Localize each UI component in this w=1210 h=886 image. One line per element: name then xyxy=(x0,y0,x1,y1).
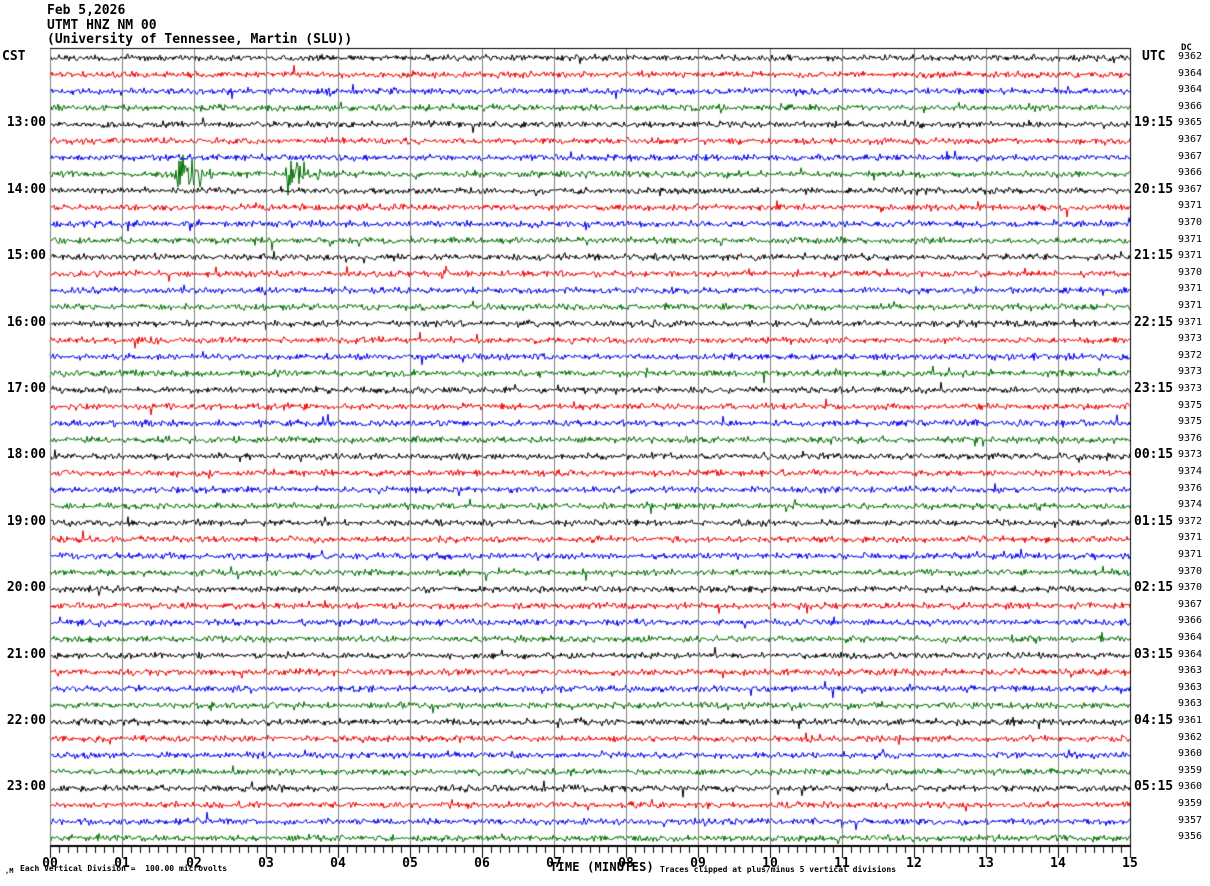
dc-value: 9373 xyxy=(1178,449,1203,461)
dc-value: 9367 xyxy=(1178,183,1203,195)
cst-time-label: 17:00 xyxy=(6,381,46,396)
x-axis-tick-label: 00 xyxy=(42,856,58,871)
dc-value: 9371 xyxy=(1178,233,1203,245)
cst-time-label: 16:00 xyxy=(6,314,46,330)
vertical-scale-note: Each Vertical Division = 100.00 microvol… xyxy=(20,864,228,873)
clip-note: Traces clipped at plus/minus 5 vertical … xyxy=(660,865,897,874)
dc-value: 9371 xyxy=(1178,300,1203,311)
x-axis-tick-label: 13 xyxy=(978,856,994,871)
dc-value: 9370 xyxy=(1178,217,1203,228)
dc-value: 9357 xyxy=(1178,814,1203,826)
dc-value: 9373 xyxy=(1178,366,1203,378)
x-axis-tick-label: 15 xyxy=(1122,856,1138,871)
page-title-date: Feb 5,2026 xyxy=(47,3,126,18)
x-axis-tick-label: 09 xyxy=(690,856,706,871)
x-axis-tick-label: 01 xyxy=(114,856,130,871)
dc-value: 9371 xyxy=(1178,283,1203,295)
dc-value: 9364 xyxy=(1178,67,1203,79)
dc-value: 9360 xyxy=(1178,748,1203,760)
dc-value: 9364 xyxy=(1178,648,1203,660)
utc-time-label: 02:15 xyxy=(1134,580,1174,596)
page-title-affiliation: (University of Tennessee, Martin (SLU)) xyxy=(47,32,353,47)
dc-value: 9367 xyxy=(1178,150,1203,162)
dc-value: 9364 xyxy=(1178,632,1203,643)
dc-value: 9356 xyxy=(1178,831,1203,843)
x-axis-title: TIME (MINUTES) xyxy=(550,860,654,874)
corner-mark: ,M xyxy=(5,867,14,875)
dc-value: 9370 xyxy=(1178,565,1203,577)
utc-time-label: 05:15 xyxy=(1134,779,1174,795)
dc-value: 9376 xyxy=(1178,432,1203,444)
utc-time-label: 23:15 xyxy=(1134,381,1174,396)
cst-time-label: 18:00 xyxy=(6,447,46,463)
utc-timezone-label: UTC xyxy=(1142,49,1166,64)
utc-time-label: 01:15 xyxy=(1134,513,1174,529)
dc-value: 9366 xyxy=(1178,167,1203,179)
dc-value: 9371 xyxy=(1178,532,1203,544)
dc-column-label: DC xyxy=(1181,43,1192,53)
dc-value: 9363 xyxy=(1178,681,1203,693)
cst-time-label: 22:00 xyxy=(6,713,46,728)
utc-time-label: 21:15 xyxy=(1134,248,1174,264)
dc-value: 9359 xyxy=(1178,798,1203,809)
cst-time-label: 21:00 xyxy=(6,646,46,662)
dc-value: 9367 xyxy=(1178,598,1203,610)
cst-timezone-label: CST xyxy=(2,49,26,64)
dc-value: 9366 xyxy=(1178,615,1203,627)
dc-value: 9373 xyxy=(1178,333,1203,345)
cst-time-label: 19:00 xyxy=(6,513,46,529)
dc-value: 9362 xyxy=(1178,731,1203,743)
utc-time-label: 22:15 xyxy=(1134,314,1174,330)
utc-time-label: 04:15 xyxy=(1134,713,1174,728)
dc-value: 9370 xyxy=(1178,266,1203,278)
dc-value: 9367 xyxy=(1178,134,1203,145)
dc-value: 9366 xyxy=(1178,100,1203,112)
x-axis-tick-label: 03 xyxy=(258,856,274,871)
dc-value: 9371 xyxy=(1178,549,1203,560)
dc-value: 9370 xyxy=(1178,582,1203,594)
x-axis-tick-label: 07 xyxy=(546,856,562,871)
x-axis-tick-label: 12 xyxy=(906,856,922,871)
dc-value: 9360 xyxy=(1178,781,1203,793)
dc-value: 9373 xyxy=(1178,383,1203,394)
x-axis-tick-label: 06 xyxy=(474,856,490,871)
dc-value: 9362 xyxy=(1178,51,1203,62)
x-axis-tick-label: 02 xyxy=(186,856,202,871)
x-axis-tick-label: 14 xyxy=(1050,856,1066,871)
dc-value: 9364 xyxy=(1178,84,1203,96)
x-axis-tick-label: 04 xyxy=(330,856,346,871)
dc-value: 9359 xyxy=(1178,764,1203,776)
dc-value: 9374 xyxy=(1178,499,1203,511)
utc-time-label: 00:15 xyxy=(1134,447,1174,463)
dc-value: 9375 xyxy=(1178,416,1203,428)
cst-time-label: 20:00 xyxy=(6,580,46,596)
x-axis-tick-label: 05 xyxy=(402,856,418,871)
dc-value: 9371 xyxy=(1178,200,1203,212)
dc-value: 9371 xyxy=(1178,250,1203,262)
dc-value: 9376 xyxy=(1178,482,1203,494)
dc-value: 9361 xyxy=(1178,715,1203,726)
dc-value: 9363 xyxy=(1178,665,1203,677)
cst-time-label: 15:00 xyxy=(6,248,46,264)
utc-time-label: 03:15 xyxy=(1134,646,1174,662)
dc-value: 9371 xyxy=(1178,316,1203,328)
cst-time-label: 14:00 xyxy=(6,181,46,197)
x-axis-tick-label: 10 xyxy=(762,856,778,871)
dc-value: 9374 xyxy=(1178,466,1203,477)
dc-value: 9372 xyxy=(1178,349,1203,361)
dc-value: 9375 xyxy=(1178,399,1203,411)
cst-time-label: 13:00 xyxy=(6,115,46,131)
page-title-station: UTMT HNZ NM 00 xyxy=(47,18,157,33)
x-axis-tick-label: 11 xyxy=(834,856,850,871)
cst-time-label: 23:00 xyxy=(6,779,46,795)
dc-value: 9372 xyxy=(1178,515,1203,527)
dc-value: 9365 xyxy=(1178,117,1203,129)
utc-time-label: 20:15 xyxy=(1134,181,1174,197)
dc-value: 9363 xyxy=(1178,698,1203,710)
x-axis-tick-label: 08 xyxy=(618,856,634,871)
utc-time-label: 19:15 xyxy=(1134,115,1174,131)
